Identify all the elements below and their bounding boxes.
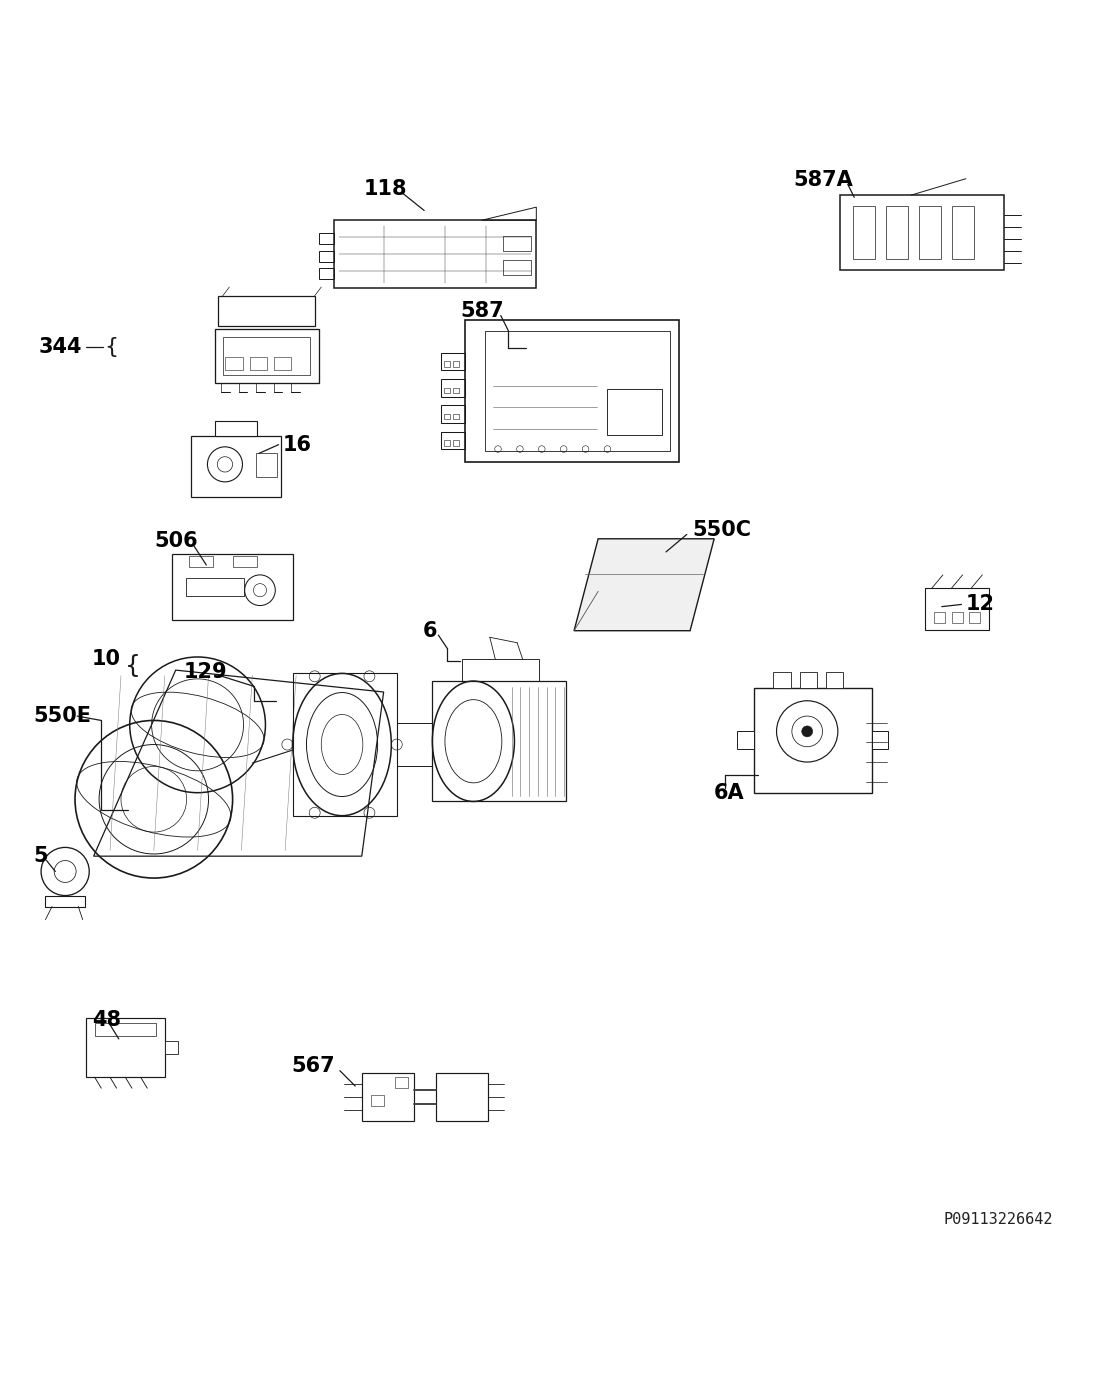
- Polygon shape: [465, 320, 679, 462]
- Polygon shape: [86, 1019, 165, 1077]
- Bar: [952, 206, 974, 259]
- Text: 12: 12: [966, 595, 994, 614]
- Bar: [444, 414, 450, 419]
- Bar: [607, 389, 662, 435]
- Bar: [250, 357, 267, 371]
- Text: 10: 10: [92, 649, 121, 670]
- Polygon shape: [219, 296, 315, 327]
- Polygon shape: [333, 220, 537, 288]
- Bar: [969, 612, 980, 623]
- Bar: [504, 260, 531, 275]
- Text: 587A: 587A: [794, 170, 854, 190]
- Bar: [232, 556, 256, 567]
- Bar: [223, 338, 310, 375]
- Text: 6: 6: [422, 620, 437, 641]
- Polygon shape: [362, 1073, 415, 1121]
- Bar: [226, 357, 243, 371]
- Bar: [453, 414, 459, 419]
- Bar: [444, 388, 450, 393]
- Polygon shape: [214, 328, 319, 383]
- Polygon shape: [754, 688, 872, 793]
- Polygon shape: [45, 895, 85, 907]
- Polygon shape: [574, 538, 714, 631]
- Bar: [395, 1077, 408, 1088]
- Bar: [444, 440, 450, 446]
- Bar: [886, 206, 907, 259]
- Bar: [255, 454, 277, 477]
- Bar: [444, 361, 450, 367]
- Text: 506: 506: [154, 531, 198, 551]
- Polygon shape: [872, 731, 888, 749]
- Text: 587: 587: [460, 302, 504, 321]
- Bar: [453, 361, 459, 367]
- Text: 6A: 6A: [714, 783, 745, 803]
- Text: 550E: 550E: [33, 706, 91, 727]
- Polygon shape: [925, 588, 989, 630]
- Polygon shape: [191, 436, 280, 497]
- Text: 48: 48: [92, 1010, 121, 1030]
- Bar: [952, 612, 962, 623]
- Polygon shape: [437, 1073, 487, 1121]
- Text: {: {: [104, 338, 119, 357]
- Text: {: {: [125, 653, 141, 678]
- Text: 550C: 550C: [692, 520, 751, 540]
- Bar: [274, 357, 292, 371]
- Bar: [453, 440, 459, 446]
- Bar: [371, 1095, 384, 1106]
- Polygon shape: [165, 1041, 178, 1055]
- Text: 16: 16: [283, 435, 312, 455]
- Bar: [189, 556, 213, 567]
- Bar: [504, 235, 531, 251]
- Bar: [918, 206, 940, 259]
- Polygon shape: [216, 421, 256, 436]
- Polygon shape: [840, 195, 1004, 270]
- Bar: [854, 206, 876, 259]
- Polygon shape: [737, 731, 754, 749]
- Text: 344: 344: [39, 338, 81, 357]
- Text: 5: 5: [33, 846, 48, 866]
- Text: 118: 118: [364, 179, 408, 198]
- Text: 129: 129: [184, 663, 227, 682]
- Polygon shape: [773, 673, 791, 688]
- Bar: [453, 388, 459, 393]
- Bar: [934, 612, 945, 623]
- Bar: [95, 1023, 156, 1035]
- Circle shape: [802, 727, 813, 736]
- Polygon shape: [800, 673, 817, 688]
- Polygon shape: [173, 554, 293, 620]
- Text: P09113226642: P09113226642: [944, 1212, 1054, 1228]
- Text: 567: 567: [292, 1056, 336, 1077]
- Polygon shape: [826, 673, 844, 688]
